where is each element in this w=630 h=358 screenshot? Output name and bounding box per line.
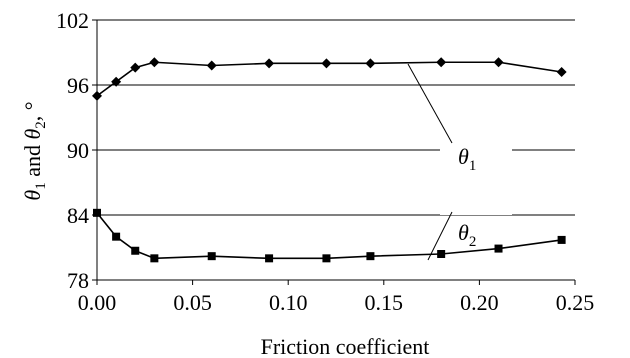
data-point-diamond: [206, 60, 217, 71]
data-point-square: [93, 208, 101, 217]
y-tick-label: 102: [56, 8, 89, 33]
x-tick-label: 0.20: [460, 290, 499, 315]
y-axis-title-part: 1: [33, 182, 49, 190]
data-point-square: [150, 254, 159, 263]
data-point-square: [557, 235, 566, 244]
y-axis-title-part: , °: [20, 101, 45, 121]
data-point-diamond: [92, 90, 102, 101]
annotation-subscript: 1: [469, 158, 477, 174]
annotation-theta1: θ1: [458, 144, 476, 174]
data-point-diamond: [556, 67, 567, 77]
data-point-diamond: [436, 57, 447, 68]
annotation-theta2: θ2: [458, 220, 476, 250]
data-point-square: [322, 254, 331, 263]
gridlines: [97, 19, 575, 281]
data-point-square: [437, 250, 446, 258]
data-point-square: [494, 244, 503, 253]
annotation-leader-line: [407, 63, 453, 144]
x-axis-title: Friction coefficient: [261, 334, 430, 358]
data-point-diamond: [130, 62, 141, 73]
x-tick-label: 0.00: [78, 290, 117, 315]
data-point-square: [131, 246, 140, 255]
data-point-square: [112, 232, 121, 241]
y-tick-label: 78: [67, 268, 89, 293]
data-point-diamond: [493, 57, 504, 68]
annotation-symbol: θ: [458, 144, 469, 169]
series-1: [92, 57, 567, 101]
data-point-diamond: [111, 76, 122, 87]
y-axis-title-part: and: [20, 140, 45, 183]
x-tick-label: 0.25: [556, 290, 595, 315]
annotation-leader-line: [427, 211, 453, 261]
data-series: [92, 57, 567, 263]
label-gap: [440, 115, 512, 215]
data-point-diamond: [149, 57, 160, 68]
data-point-square: [207, 252, 216, 261]
data-point-square: [265, 254, 274, 263]
annotation-subscript: 2: [469, 234, 477, 250]
x-tick-label: 0.05: [173, 290, 212, 315]
y-tick-label: 84: [67, 203, 89, 228]
y-axis-title-part: θ: [20, 190, 45, 201]
data-point-diamond: [365, 58, 376, 69]
data-point-diamond: [321, 58, 332, 69]
y-axis-title-part: 2: [33, 121, 49, 129]
y-axis-title: θ1 and θ2, °: [20, 101, 49, 200]
y-axis-title-part: θ: [20, 129, 45, 140]
annotation-symbol: θ: [458, 220, 469, 245]
x-tick-label: 0.15: [365, 290, 404, 315]
data-point-square: [366, 252, 375, 261]
y-tick-label: 96: [67, 73, 89, 98]
x-tick-label: 0.10: [269, 290, 308, 315]
tick-labels: 78 84 90 96 102 0.00 0.05 0.10 0.15 0.20 0.25: [56, 8, 594, 315]
data-point-diamond: [264, 58, 275, 69]
y-tick-label: 90: [67, 138, 89, 163]
series-2: [93, 208, 566, 263]
